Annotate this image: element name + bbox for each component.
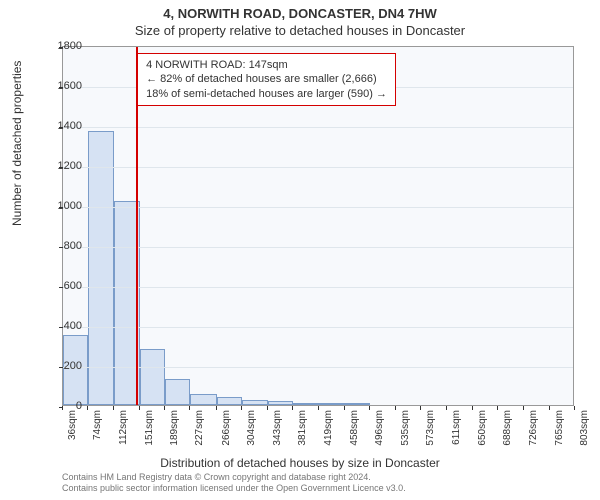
x-tick-label: 803sqm bbox=[579, 410, 590, 456]
x-tick-label: 381sqm bbox=[297, 410, 308, 456]
x-tick-label: 458sqm bbox=[349, 410, 360, 456]
annotation-line2: ← 82% of detached houses are smaller (2,… bbox=[146, 72, 387, 86]
x-tick bbox=[216, 406, 217, 410]
y-tick-label: 1200 bbox=[44, 160, 82, 172]
annotation-box: 4 NORWITH ROAD: 147sqm← 82% of detached … bbox=[137, 53, 396, 106]
x-tick-label: 765sqm bbox=[554, 410, 565, 456]
x-tick bbox=[497, 406, 498, 410]
y-tick-label: 0 bbox=[44, 400, 82, 412]
x-tick-label: 419sqm bbox=[323, 410, 334, 456]
x-tick bbox=[369, 406, 370, 410]
x-tick-label: 496sqm bbox=[374, 410, 385, 456]
histogram-bar bbox=[217, 397, 242, 405]
x-tick-label: 266sqm bbox=[221, 410, 232, 456]
plot-area: 4 NORWITH ROAD: 147sqm← 82% of detached … bbox=[62, 46, 574, 406]
histogram-bar bbox=[190, 394, 216, 405]
gridline bbox=[63, 367, 573, 368]
x-tick bbox=[344, 406, 345, 410]
y-tick-label: 1000 bbox=[44, 200, 82, 212]
x-tick-label: 189sqm bbox=[169, 410, 180, 456]
y-tick-label: 800 bbox=[44, 240, 82, 252]
histogram-bar bbox=[88, 131, 113, 405]
footer-line1: Contains HM Land Registry data © Crown c… bbox=[62, 472, 406, 483]
chart-title-address: 4, NORWITH ROAD, DONCASTER, DN4 7HW bbox=[0, 0, 600, 21]
histogram-bar bbox=[268, 401, 293, 405]
x-tick-label: 611sqm bbox=[451, 410, 462, 456]
chart-container: 4, NORWITH ROAD, DONCASTER, DN4 7HW Size… bbox=[0, 0, 600, 500]
y-tick-label: 1600 bbox=[44, 80, 82, 92]
gridline bbox=[63, 167, 573, 168]
histogram-bar bbox=[140, 349, 165, 405]
gridline bbox=[63, 127, 573, 128]
x-tick-label: 726sqm bbox=[528, 410, 539, 456]
x-tick-label: 688sqm bbox=[502, 410, 513, 456]
y-axis-title: Number of detached properties bbox=[10, 61, 24, 226]
chart-subtitle: Size of property relative to detached ho… bbox=[0, 21, 600, 38]
x-tick bbox=[164, 406, 165, 410]
x-tick bbox=[292, 406, 293, 410]
x-tick-label: 227sqm bbox=[194, 410, 205, 456]
histogram-bar bbox=[319, 403, 345, 405]
x-tick-label: 36sqm bbox=[67, 410, 78, 456]
x-tick bbox=[113, 406, 114, 410]
annotation-line3: 18% of semi-detached houses are larger (… bbox=[146, 87, 387, 101]
x-tick bbox=[420, 406, 421, 410]
x-tick-label: 650sqm bbox=[477, 410, 488, 456]
x-tick bbox=[87, 406, 88, 410]
x-tick-label: 112sqm bbox=[118, 410, 129, 456]
x-tick bbox=[446, 406, 447, 410]
y-tick-label: 1800 bbox=[44, 40, 82, 52]
gridline bbox=[63, 207, 573, 208]
chart-plot-wrap: 4 NORWITH ROAD: 147sqm← 82% of detached … bbox=[62, 46, 574, 406]
y-tick-label: 1400 bbox=[44, 120, 82, 132]
gridline bbox=[63, 287, 573, 288]
histogram-bar bbox=[345, 403, 370, 405]
histogram-bar bbox=[165, 379, 190, 405]
footer-attribution: Contains HM Land Registry data © Crown c… bbox=[62, 472, 406, 495]
x-tick-label: 151sqm bbox=[144, 410, 155, 456]
x-tick bbox=[267, 406, 268, 410]
x-tick bbox=[139, 406, 140, 410]
annotation-line1: 4 NORWITH ROAD: 147sqm bbox=[146, 58, 387, 72]
x-tick bbox=[549, 406, 550, 410]
x-tick-label: 573sqm bbox=[425, 410, 436, 456]
x-tick-label: 304sqm bbox=[246, 410, 257, 456]
footer-line2: Contains public sector information licen… bbox=[62, 483, 406, 494]
x-tick-label: 343sqm bbox=[272, 410, 283, 456]
x-tick bbox=[574, 406, 575, 410]
x-tick bbox=[189, 406, 190, 410]
y-tick-label: 400 bbox=[44, 320, 82, 332]
histogram-bar bbox=[242, 400, 268, 405]
gridline bbox=[63, 327, 573, 328]
x-tick bbox=[523, 406, 524, 410]
x-axis-title: Distribution of detached houses by size … bbox=[0, 456, 600, 470]
x-tick bbox=[241, 406, 242, 410]
x-tick bbox=[318, 406, 319, 410]
x-tick bbox=[472, 406, 473, 410]
y-tick-label: 200 bbox=[44, 360, 82, 372]
gridline bbox=[63, 247, 573, 248]
y-tick-label: 600 bbox=[44, 280, 82, 292]
x-tick bbox=[395, 406, 396, 410]
histogram-bar bbox=[293, 403, 318, 405]
x-tick-label: 535sqm bbox=[400, 410, 411, 456]
x-tick-label: 74sqm bbox=[92, 410, 103, 456]
